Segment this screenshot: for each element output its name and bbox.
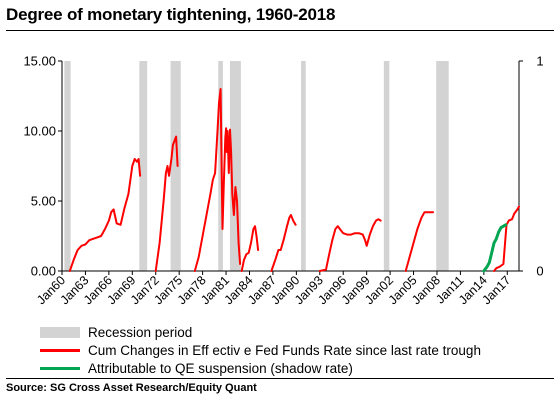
- source-note: Source: SG Cross Asset Research/Equity Q…: [6, 382, 257, 394]
- recession-band: [170, 61, 181, 271]
- fed-funds-series-line: [154, 135, 179, 272]
- recession-band: [436, 61, 449, 271]
- chart: 0.005.0010.0015.0001Jan60Jan63Jan66Jan69…: [23, 54, 543, 308]
- recession-band: [301, 61, 306, 271]
- legend-label-recession: Recession period: [88, 324, 193, 340]
- legend-item-fed-funds: Cum Changes in Eff ectiv e Fed Funds Rat…: [40, 341, 481, 359]
- y-tick-label: 5.00: [31, 194, 56, 209]
- recession-band: [64, 61, 71, 271]
- fed-funds-series-line: [404, 211, 435, 272]
- qe-series-line: [482, 223, 508, 273]
- recession-band: [229, 61, 241, 271]
- y-tick-label: 10.00: [23, 124, 56, 139]
- recession-band: [218, 61, 223, 271]
- fed-funds-series-line: [240, 225, 260, 272]
- series: [68, 88, 520, 273]
- recession-bands: [64, 61, 449, 271]
- axes: [58, 60, 523, 275]
- recession-band: [139, 61, 148, 271]
- legend-swatch-fed-funds: [40, 348, 80, 352]
- y2-tick-label: 1: [536, 54, 543, 69]
- source-rule: [6, 378, 554, 379]
- legend-item-recession: Recession period: [40, 323, 481, 341]
- legend-label-fed-funds: Cum Changes in Eff ectiv e Fed Funds Rat…: [88, 342, 481, 358]
- chart-title: Degree of monetary tightening, 1960-2018: [6, 5, 336, 24]
- legend-label-qe: Attributable to QE suspension (shadow ra…: [88, 360, 353, 376]
- y-tick-label: 0.00: [31, 264, 56, 279]
- fed-funds-series-line: [68, 158, 142, 272]
- legend-swatch-recession: [40, 326, 80, 338]
- y2-tick-label: 0: [536, 264, 543, 279]
- legend-item-qe: Attributable to QE suspension (shadow ra…: [40, 359, 481, 377]
- recession-band: [383, 61, 390, 271]
- fed-funds-series-line: [493, 205, 520, 272]
- fed-funds-series-line: [193, 88, 242, 272]
- legend: Recession period Cum Changes in Eff ecti…: [40, 323, 481, 377]
- tick-labels: 0.005.0010.0015.0001Jan60Jan63Jan66Jan69…: [23, 54, 543, 308]
- fed-funds-series-line: [270, 214, 297, 272]
- y-tick-label: 15.00: [23, 54, 56, 69]
- legend-swatch-qe: [40, 366, 80, 370]
- title-rule: [6, 30, 554, 31]
- fed-funds-series-line: [318, 218, 382, 272]
